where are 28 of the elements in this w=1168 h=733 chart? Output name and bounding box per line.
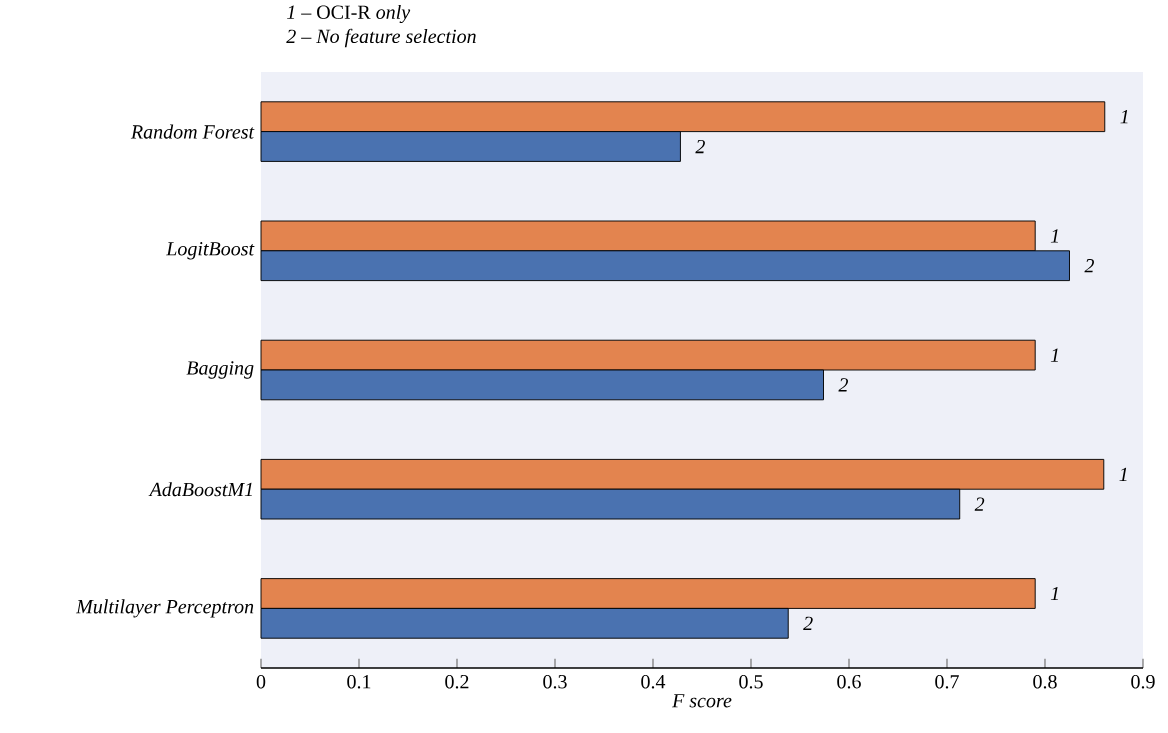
y-tick-label: Random Forest <box>130 124 255 139</box>
x-tick-label: 0.8 <box>1033 674 1057 689</box>
x-tick-label: 0.4 <box>641 674 666 689</box>
text: 2 <box>838 378 848 392</box>
x-tick-label: 0.6 <box>837 674 861 689</box>
y-tick-label: AdaBoostM1 <box>148 482 252 497</box>
series-label: 1 <box>1050 229 1058 243</box>
text: 2 <box>803 616 813 630</box>
y-tick-label: Bagging <box>186 361 254 379</box>
x-tick-label: 0.3 <box>543 674 567 689</box>
text: 1 – OCI-R only <box>286 4 411 24</box>
x-tick-label: 0.7 <box>935 674 959 689</box>
x-tick-label: 0 <box>256 674 266 689</box>
text: 2 <box>1084 259 1094 273</box>
text: 1 <box>1120 110 1128 124</box>
text: 1 <box>1050 348 1058 362</box>
text: 2 – No feature selection <box>286 28 476 48</box>
x-tick-label: 0.9 <box>1131 674 1155 689</box>
y-tick-label: LogitBoost <box>166 242 255 260</box>
text: 1 <box>1050 586 1058 601</box>
text: 1 <box>1119 467 1127 481</box>
x-axis-title: F score <box>671 694 732 708</box>
text: 2 <box>974 497 985 511</box>
y-tick-label: Multilayer Perceptron <box>75 599 254 618</box>
series-label: 2 <box>695 139 705 154</box>
x-tick-label: 0.5 <box>739 674 763 689</box>
x-tick-label: 0.2 <box>445 674 469 689</box>
x-tick-label: 0.1 <box>347 674 371 689</box>
